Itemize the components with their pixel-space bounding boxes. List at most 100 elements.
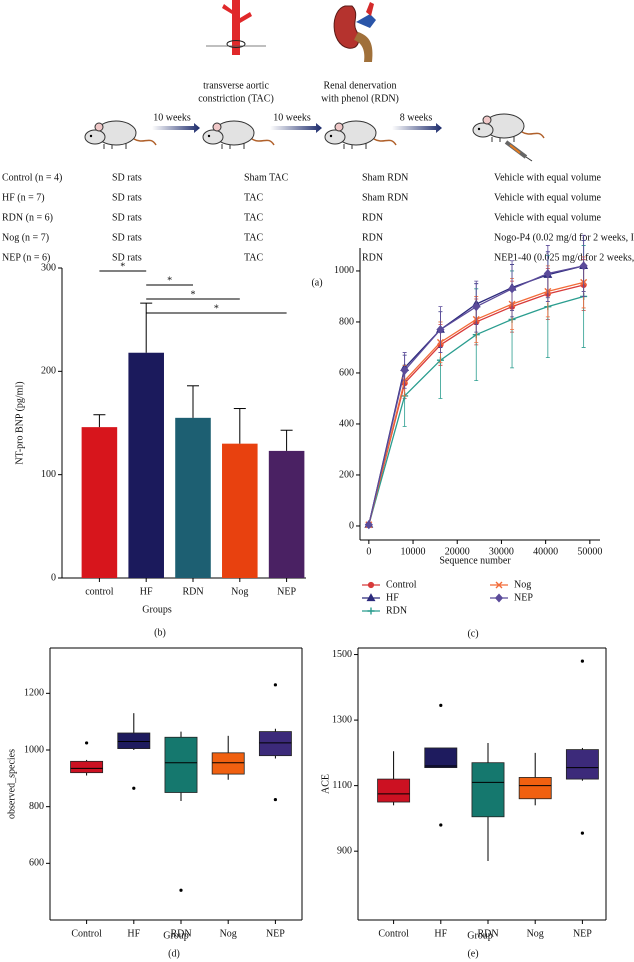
significance-label: * [167,275,172,286]
y-tick-label: 900 [337,845,352,856]
y-tick-label: 0 [349,520,354,531]
y-tick-label: 1100 [332,780,352,791]
rat-icon [84,120,157,150]
bar [128,352,164,578]
significance-label: * [214,303,219,314]
x-axis-label: Sequence number [439,555,511,566]
table-cell: Sham TAC [244,172,289,183]
y-tick-label: 200 [41,366,56,377]
table-cell: Control (n = 4) [2,172,62,183]
table-cell: TAC [244,212,264,223]
point [579,261,588,271]
box [471,762,505,818]
table-cell: RDN [362,232,383,243]
outlier [273,683,277,687]
outlier [580,831,585,835]
x-tick-label: 30000 [489,546,514,557]
panel-label: (d) [168,948,180,959]
x-tick-label: 20000 [445,546,470,557]
point [507,284,517,294]
table-cell: Vehicle with equal volume [494,212,601,223]
point [543,268,552,279]
panel-label: (c) [467,628,478,639]
table-cell: Vehicle with equal volume [494,172,601,183]
bar [222,443,258,578]
table-cell: Nog (n = 7) [2,232,49,243]
outlier [179,888,183,892]
y-tick-label: 1300 [332,714,352,725]
x-axis-label: Groups [142,604,172,615]
x-tick-label: Nog [220,928,237,939]
x-tick-label: RDN [170,928,191,939]
duration-label: 10 weeks [273,112,311,123]
y-tick-label: 1000 [334,265,354,276]
point [364,520,373,530]
legend-label: RDN [386,605,407,616]
x-tick-label: NEP [573,928,592,939]
table-cell: SD rats [112,172,142,183]
y-axis-label: ACE [320,774,331,794]
table-cell: RDN [362,252,383,263]
x-tick-label: RDN [182,586,203,597]
x-tick-label: HF [127,928,140,939]
y-tick-label: 1500 [332,649,352,660]
x-tick-label: Control [71,928,102,939]
duration-label: 8 weeks [400,112,433,123]
y-tick-label: 0 [51,572,56,583]
table-cell: Vehicle with equal volume [494,192,601,203]
kidney-icon [333,2,376,62]
rat-icon [472,113,545,143]
outlier [439,823,443,827]
significance-label: * [191,289,196,300]
x-tick-label: Nog [231,586,248,597]
significance-label: * [120,261,125,272]
panel-label: (b) [154,627,166,638]
x-tick-label: NEP [277,586,296,597]
table-cell: RDN (n = 6) [2,212,53,223]
box [377,778,411,803]
table-cell: SD rats [112,232,142,243]
legend-label: HF [386,592,399,603]
table-cell: RDN [362,212,383,223]
box [518,777,552,800]
x-tick-label: Nog [527,928,544,939]
table-cell: TAC [244,252,264,263]
x-axis-label: Group [467,930,493,941]
step-label: with phenol (RDN) [321,93,399,104]
box [164,736,198,793]
aorta-icon [206,0,266,55]
outlier [273,797,277,802]
table-cell: HF (n = 7) [2,192,45,203]
step-label: constriction (TAC) [198,93,274,104]
rat-icon [202,120,275,150]
step-label: Renal denervation [323,80,396,91]
table-cell: Sham RDN [362,172,408,183]
bar [268,450,305,578]
box [565,749,599,780]
duration-label: 10 weeks [153,112,191,123]
y-axis-label: NT-pro BNP (pg/ml) [14,381,25,464]
x-tick-label: NEP [266,928,285,939]
y-tick-label: 800 [339,316,354,327]
legend-marker [367,607,375,615]
y-tick-label: 600 [29,858,44,869]
point [472,302,481,312]
box [117,732,151,749]
panel-label: (e) [467,948,478,959]
point [436,325,445,335]
table-cell: SD rats [112,252,142,263]
timeline-arrows [152,123,442,133]
table-cell: SD rats [112,212,142,223]
x-tick-label: RDN [477,928,498,939]
box [70,760,104,774]
y-tick-label: 200 [339,469,354,480]
syringe-icon [504,140,533,162]
bar [175,417,211,578]
table-cell: SD rats [112,192,142,203]
x-tick-label: control [85,586,114,597]
y-tick-label: 800 [29,801,44,812]
panel-label: (a) [311,277,322,288]
table-cell: TAC [244,192,264,203]
step-label: transverse aortic [203,80,269,91]
